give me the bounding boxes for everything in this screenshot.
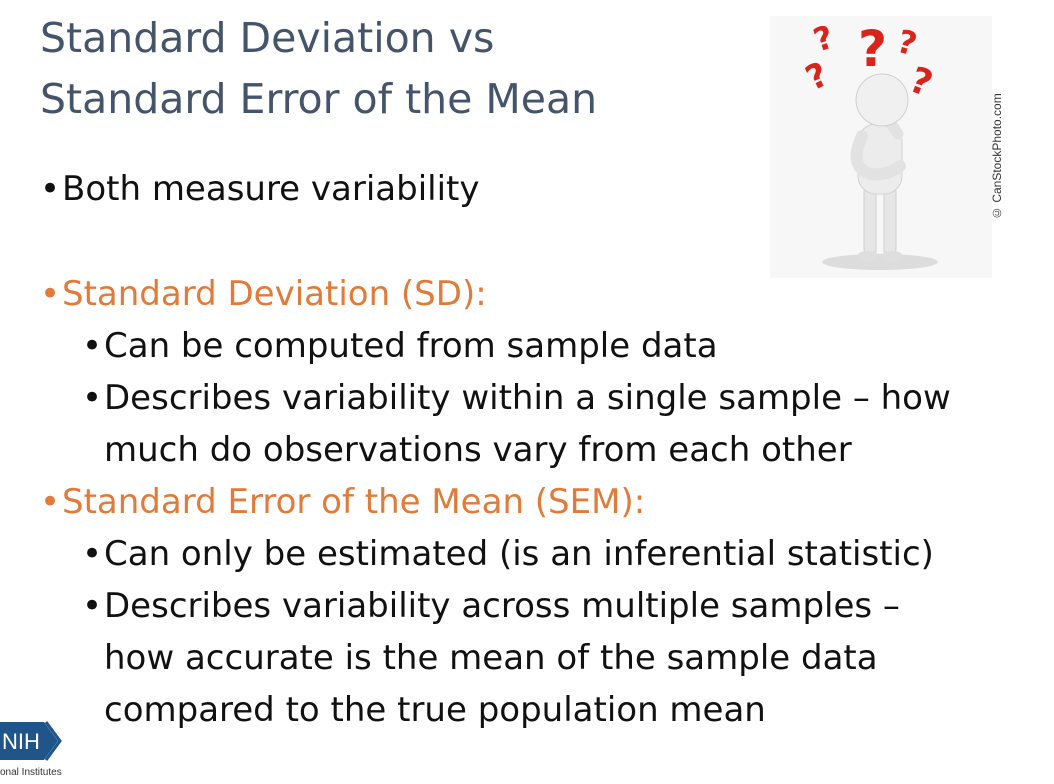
bullet-both-measure: •Both measure variability xyxy=(40,163,480,215)
nih-logo-text: NIH xyxy=(2,729,40,754)
bullet-sd-point-2-continued: much do observations vary from each othe… xyxy=(104,424,852,476)
bullet-text: how accurate is the mean of the sample d… xyxy=(104,638,878,678)
bullet-text: Can only be estimated (is an inferential… xyxy=(104,534,934,574)
bullet-sd-heading: •Standard Deviation (SD): xyxy=(40,268,487,320)
slide-title-line-2: Standard Error of the Mean xyxy=(40,75,598,123)
nih-logo-icon: NIH xyxy=(0,716,66,784)
slide-title: Standard Deviation vs Standard Error of … xyxy=(40,8,597,130)
bullet-text: Standard Deviation (SD): xyxy=(62,274,487,314)
bullet-sem-heading: •Standard Error of the Mean (SEM): xyxy=(40,476,645,528)
bullet-sem-point-2: •Describes variability across multiple s… xyxy=(82,580,900,632)
svg-text:?: ? xyxy=(809,18,838,60)
bullet-text: Both measure variability xyxy=(62,169,480,209)
thinking-person-with-question-marks-icon: ? ? ? ? ? xyxy=(770,16,992,278)
bullet-text: Standard Error of the Mean (SEM): xyxy=(62,482,646,522)
bullet-text: much do observations vary from each othe… xyxy=(104,430,852,470)
bullet-dot: • xyxy=(82,326,103,366)
nih-logo-caption: onal Institutes xyxy=(0,767,62,778)
image-credit: © CanStockPhoto.com xyxy=(990,93,1004,220)
bullet-dot: • xyxy=(40,169,61,209)
bullet-text: Describes variability across multiple sa… xyxy=(104,586,900,626)
bullet-sem-point-2-continued-2: compared to the true population mean xyxy=(104,684,766,736)
svg-text:?: ? xyxy=(893,22,921,64)
svg-text:?: ? xyxy=(858,20,887,78)
bullet-sd-point-2: •Describes variability within a single s… xyxy=(82,372,951,424)
bullet-dot: • xyxy=(40,482,61,522)
slide-title-line-1: Standard Deviation vs xyxy=(40,14,495,62)
bullet-sem-point-1: •Can only be estimated (is an inferentia… xyxy=(82,528,934,580)
bullet-dot: • xyxy=(40,274,61,314)
bullet-text: Can be computed from sample data xyxy=(104,326,718,366)
bullet-dot: • xyxy=(82,534,103,574)
svg-text:?: ? xyxy=(904,60,938,106)
bullet-dot: • xyxy=(82,586,103,626)
bullet-dot: • xyxy=(82,378,103,418)
bullet-text: Describes variability within a single sa… xyxy=(104,378,951,418)
bullet-sem-point-2-continued-1: how accurate is the mean of the sample d… xyxy=(104,632,878,684)
svg-text:?: ? xyxy=(800,54,835,99)
bullet-sd-point-1: •Can be computed from sample data xyxy=(82,320,718,372)
bullet-text: compared to the true population mean xyxy=(104,690,766,730)
